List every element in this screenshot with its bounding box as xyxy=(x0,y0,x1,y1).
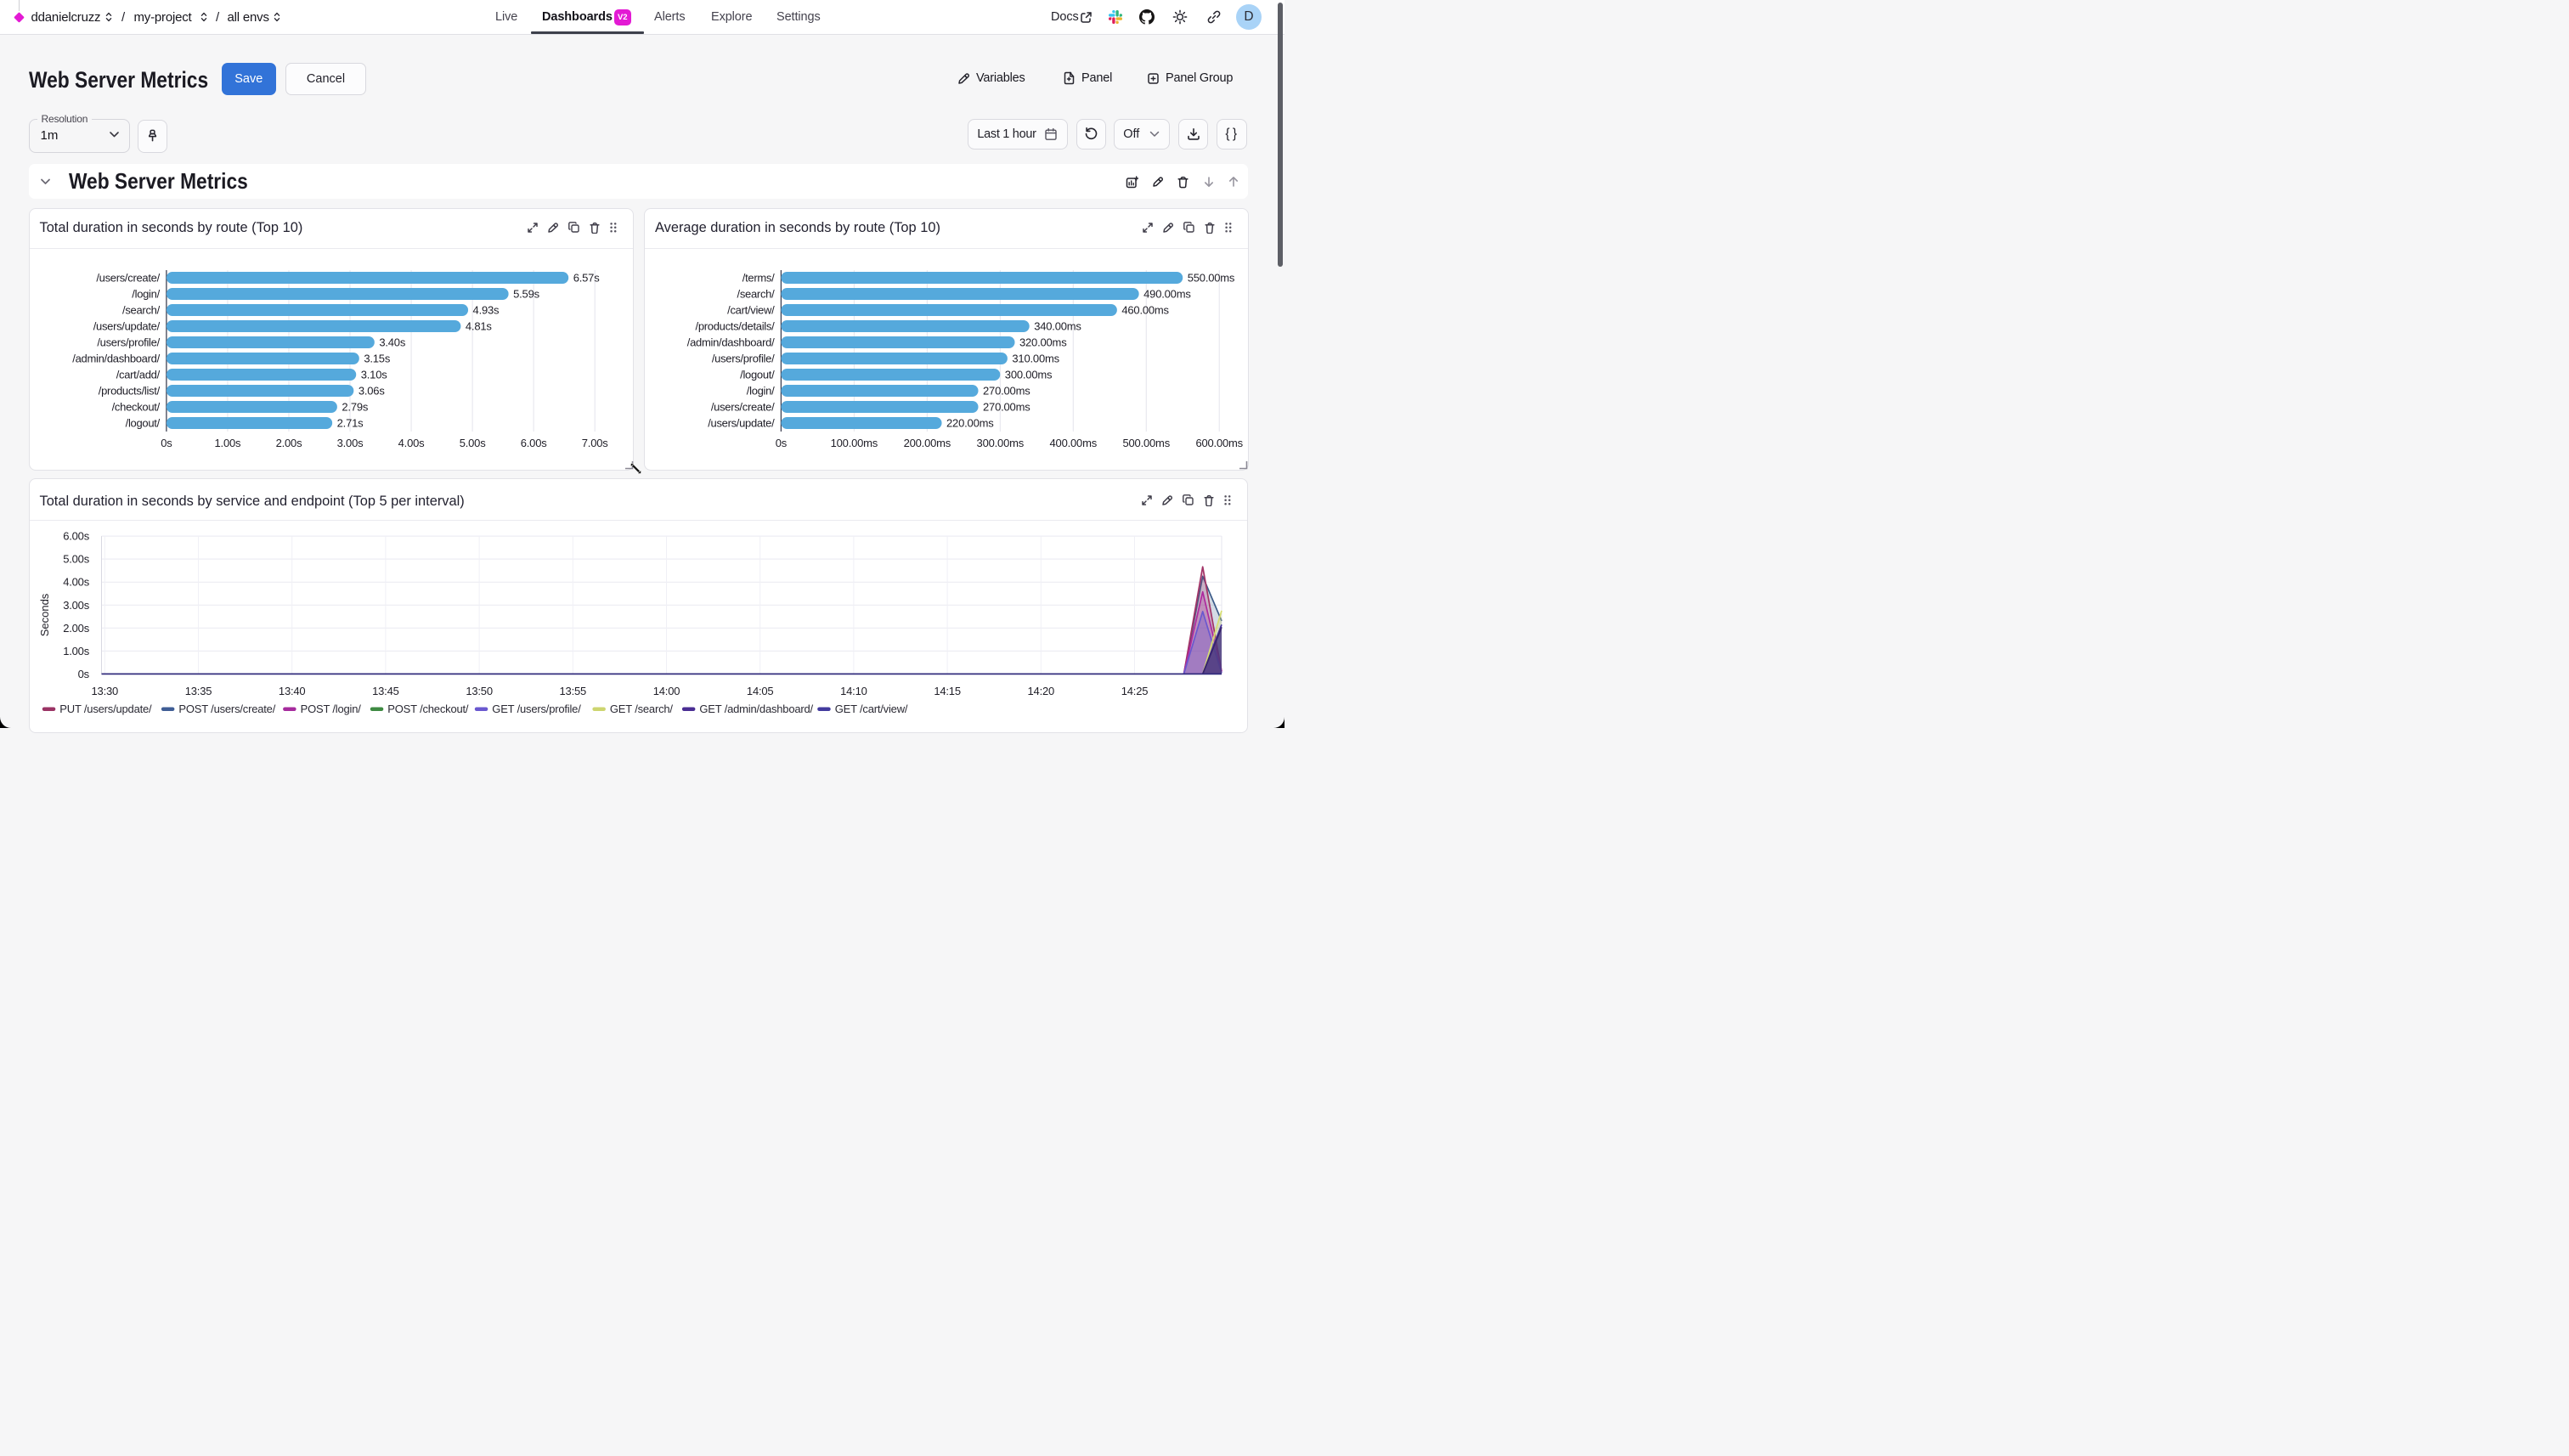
svg-text:3.40s: 3.40s xyxy=(379,336,406,349)
svg-text:/users/profile/: /users/profile/ xyxy=(97,336,160,349)
svg-text:13:30: 13:30 xyxy=(91,685,118,697)
svg-text:/cart/view/: /cart/view/ xyxy=(727,304,775,317)
svg-text:POST /login/: POST /login/ xyxy=(300,703,361,715)
svg-text:GET /users/profile/: GET /users/profile/ xyxy=(492,703,581,715)
svg-text:/login/: /login/ xyxy=(132,288,160,301)
svg-text:GET /search/: GET /search/ xyxy=(609,703,673,715)
svg-text:6.00s: 6.00s xyxy=(520,437,547,449)
svg-text:14:25: 14:25 xyxy=(1121,685,1148,697)
svg-text:3.00s: 3.00s xyxy=(336,437,364,449)
svg-text:270.00ms: 270.00ms xyxy=(983,385,1030,398)
svg-text:0s: 0s xyxy=(77,668,89,680)
svg-text:340.00ms: 340.00ms xyxy=(1034,320,1081,333)
svg-text:/cart/add/: /cart/add/ xyxy=(116,369,160,381)
svg-text:310.00ms: 310.00ms xyxy=(1012,353,1059,365)
svg-text:6.57s: 6.57s xyxy=(573,272,600,285)
svg-text:/users/update/: /users/update/ xyxy=(93,320,160,333)
svg-text:/login/: /login/ xyxy=(747,385,775,398)
svg-text:220.00ms: 220.00ms xyxy=(946,417,994,430)
svg-text:600.00ms: 600.00ms xyxy=(1195,437,1243,449)
svg-text:500.00ms: 500.00ms xyxy=(1123,437,1171,449)
svg-text:3.10s: 3.10s xyxy=(360,369,387,381)
svg-text:14:15: 14:15 xyxy=(934,685,961,697)
svg-text:550.00ms: 550.00ms xyxy=(1188,272,1235,285)
svg-text:/logout/: /logout/ xyxy=(740,369,775,381)
svg-text:320.00ms: 320.00ms xyxy=(1019,336,1067,349)
svg-text:3.00s: 3.00s xyxy=(63,599,90,612)
svg-text:6.00s: 6.00s xyxy=(63,530,90,543)
svg-text:/admin/dashboard/: /admin/dashboard/ xyxy=(72,353,160,365)
svg-text:14:20: 14:20 xyxy=(1027,685,1054,697)
svg-text:/search/: /search/ xyxy=(737,288,776,301)
svg-text:/logout/: /logout/ xyxy=(125,417,160,430)
svg-text:PUT /users/update/: PUT /users/update/ xyxy=(59,703,152,715)
svg-text:/users/update/: /users/update/ xyxy=(708,417,775,430)
svg-text:/users/profile/: /users/profile/ xyxy=(712,353,775,365)
svg-text:2.00s: 2.00s xyxy=(63,622,90,635)
svg-text:POST /users/create/: POST /users/create/ xyxy=(178,703,275,715)
svg-text:14:00: 14:00 xyxy=(652,685,680,697)
svg-text:300.00ms: 300.00ms xyxy=(977,437,1025,449)
svg-text:0s: 0s xyxy=(161,437,172,449)
svg-text:13:50: 13:50 xyxy=(466,685,493,697)
svg-text:1.00s: 1.00s xyxy=(214,437,241,449)
svg-text:100.00ms: 100.00ms xyxy=(831,437,878,449)
svg-text:3.06s: 3.06s xyxy=(358,385,385,398)
svg-text:Seconds: Seconds xyxy=(38,593,51,636)
svg-text:490.00ms: 490.00ms xyxy=(1143,288,1191,301)
svg-text:/users/create/: /users/create/ xyxy=(96,272,160,285)
svg-text:14:10: 14:10 xyxy=(840,685,867,697)
svg-text:2.71s: 2.71s xyxy=(336,417,364,430)
svg-text:460.00ms: 460.00ms xyxy=(1121,304,1169,317)
svg-text:5.00s: 5.00s xyxy=(63,553,90,566)
svg-text:GET /cart/view/: GET /cart/view/ xyxy=(834,703,907,715)
svg-text:200.00ms: 200.00ms xyxy=(904,437,951,449)
svg-text:2.79s: 2.79s xyxy=(342,401,369,414)
svg-text:POST /checkout/: POST /checkout/ xyxy=(387,703,469,715)
svg-text:/products/list/: /products/list/ xyxy=(98,385,160,398)
svg-text:4.00s: 4.00s xyxy=(63,576,90,589)
svg-text:5.00s: 5.00s xyxy=(459,437,486,449)
svg-text:/terms/: /terms/ xyxy=(742,272,775,285)
svg-text:4.93s: 4.93s xyxy=(472,304,500,317)
svg-text:1.00s: 1.00s xyxy=(63,645,90,657)
svg-text:GET /admin/dashboard/: GET /admin/dashboard/ xyxy=(699,703,813,715)
svg-text:5.59s: 5.59s xyxy=(513,288,540,301)
svg-text:13:55: 13:55 xyxy=(559,685,586,697)
svg-text:400.00ms: 400.00ms xyxy=(1050,437,1098,449)
svg-text:4.81s: 4.81s xyxy=(465,320,492,333)
svg-text:/search/: /search/ xyxy=(122,304,161,317)
svg-text:13:40: 13:40 xyxy=(278,685,305,697)
svg-text:/users/create/: /users/create/ xyxy=(711,401,775,414)
svg-text:270.00ms: 270.00ms xyxy=(983,401,1030,414)
svg-text:14:05: 14:05 xyxy=(746,685,773,697)
svg-text:0s: 0s xyxy=(776,437,788,449)
svg-text:/products/details/: /products/details/ xyxy=(696,320,776,333)
svg-text:13:45: 13:45 xyxy=(372,685,399,697)
svg-text:7.00s: 7.00s xyxy=(581,437,608,449)
svg-text:3.15s: 3.15s xyxy=(364,353,391,365)
svg-text:/admin/dashboard/: /admin/dashboard/ xyxy=(687,336,775,349)
svg-text:4.00s: 4.00s xyxy=(398,437,425,449)
svg-text:2.00s: 2.00s xyxy=(275,437,302,449)
svg-text:/checkout/: /checkout/ xyxy=(111,401,160,414)
svg-text:300.00ms: 300.00ms xyxy=(1005,369,1053,381)
svg-text:13:35: 13:35 xyxy=(184,685,212,697)
